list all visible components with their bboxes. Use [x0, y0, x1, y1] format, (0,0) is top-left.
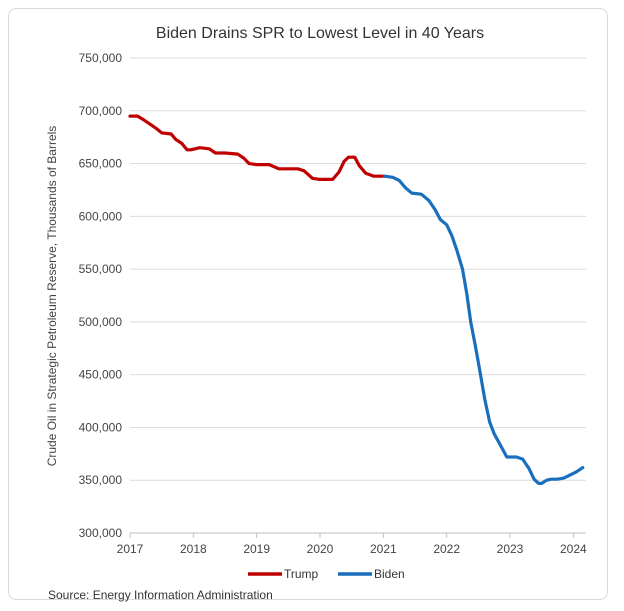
series-lines — [128, 114, 585, 485]
x-tick-label: 2020 — [307, 542, 334, 556]
x-tick-label: 2017 — [117, 542, 144, 556]
source-note: Source: Energy Information Administratio… — [48, 588, 273, 602]
y-tick-label: 650,000 — [79, 157, 123, 171]
series-line-biden — [383, 174, 585, 485]
y-tick-label: 300,000 — [79, 526, 123, 540]
y-tick-label: 750,000 — [79, 51, 123, 65]
legend: Trump Biden — [248, 567, 405, 581]
x-tick-label: 2022 — [433, 542, 460, 556]
x-tick-label: 2021 — [370, 542, 397, 556]
gridlines — [130, 57, 586, 534]
y-tick-label: 350,000 — [79, 473, 123, 487]
y-axis-label: Crude Oil in Strategic Petroleum Reserve… — [45, 126, 59, 467]
x-tick-labels: 2017 2018 2019 2020 2021 2022 2023 2024 — [117, 533, 587, 556]
y-tick-label: 500,000 — [79, 315, 123, 329]
x-tick-label: 2019 — [243, 542, 270, 556]
x-tick-label: 2018 — [180, 542, 207, 556]
y-tick-label: 450,000 — [79, 368, 123, 382]
y-tick-label: 700,000 — [79, 104, 123, 118]
legend-label-trump: Trump — [284, 567, 319, 581]
y-tick-labels: 300,000 350,000 400,000 450,000 500,000 550,0… — [79, 51, 123, 540]
chart-card — [8, 8, 608, 600]
y-tick-label: 400,000 — [79, 420, 123, 434]
series-line-trump — [128, 114, 387, 181]
legend-label-biden: Biden — [374, 567, 405, 581]
y-tick-label: 600,000 — [79, 209, 123, 223]
y-tick-label: 550,000 — [79, 262, 123, 276]
chart-title: Biden Drains SPR to Lowest Level in 40 Y… — [156, 25, 484, 42]
x-tick-label: 2023 — [497, 542, 524, 556]
x-tick-label: 2024 — [560, 542, 587, 556]
